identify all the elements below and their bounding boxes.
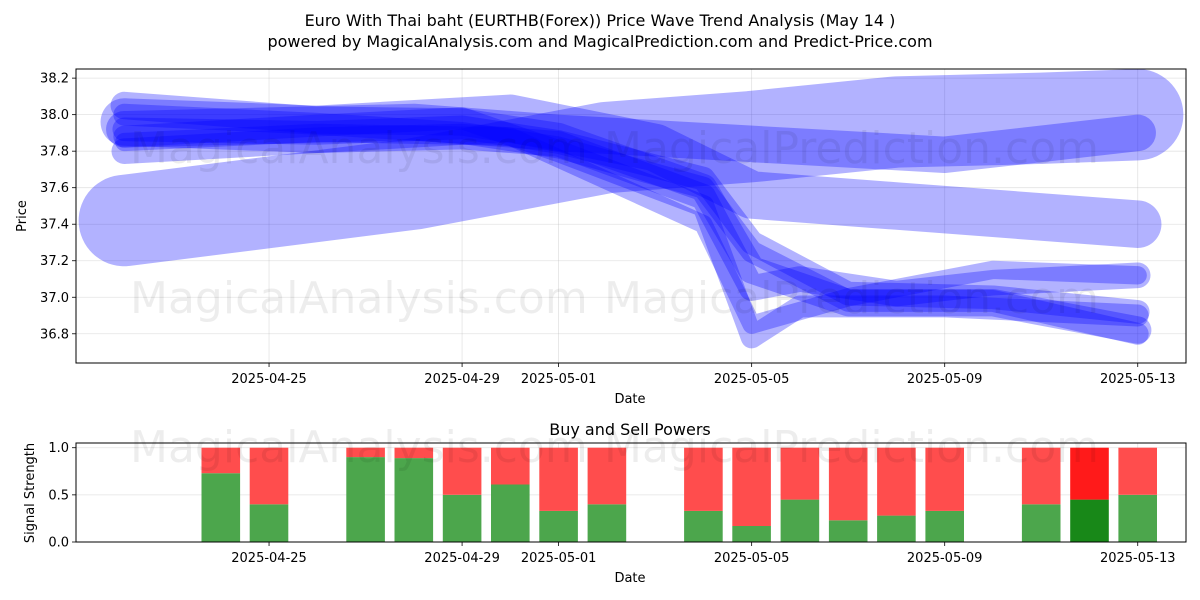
price-y-tick-label: 37.0 xyxy=(40,291,69,306)
wave-band xyxy=(112,115,1150,324)
price-y-tick-label: 37.6 xyxy=(40,181,69,196)
buy-bar xyxy=(394,458,434,542)
price-ticks: 36.8 37.0 37.2 37.4 37.6 37.8 38.0 38.2 2025-04-… xyxy=(40,72,1175,387)
power-x-tick-label: 2025-04-29 xyxy=(424,551,500,566)
price-panel: MagicalAnalysis.com MagicalPrediction.co… xyxy=(15,68,1187,407)
power-x-tick-label: 2025-04-25 xyxy=(231,551,307,566)
watermark-analysis: MagicalAnalysis.com xyxy=(130,422,588,473)
sell-bar xyxy=(346,447,385,458)
sell-bar xyxy=(1118,447,1157,495)
price-x-tick-label: 2025-05-09 xyxy=(907,372,983,387)
power-watermarks: MagicalAnalysis.com MagicalPrediction.co… xyxy=(130,422,1099,473)
chart-subtitle: powered by MagicalAnalysis.com and Magic… xyxy=(267,32,932,51)
wave-band xyxy=(115,123,1147,334)
price-y-tick-label: 37.2 xyxy=(40,254,69,269)
wave-band xyxy=(113,107,1149,349)
sell-bar xyxy=(925,447,964,511)
sell-bar xyxy=(732,447,771,526)
buy-bar xyxy=(346,457,385,542)
buy-bar xyxy=(442,494,482,542)
buy-bar xyxy=(539,510,578,542)
watermark-analysis: MagicalAnalysis.com xyxy=(130,273,588,324)
price-x-tick-label: 2025-05-13 xyxy=(1100,372,1176,387)
price-y-label: Price xyxy=(15,200,30,232)
sell-bar xyxy=(1021,447,1061,505)
price-grid xyxy=(76,69,1186,363)
sell-bar xyxy=(491,447,530,485)
buy-bar xyxy=(684,510,723,542)
price-x-tick-label: 2025-05-05 xyxy=(714,372,790,387)
power-y-tick-label: 1.0 xyxy=(48,441,69,456)
power-ticks: 0.0 0.5 1.0 2025-04-25 2025-04-29 2025-05-01 2… xyxy=(48,441,1175,566)
buy-bar xyxy=(780,499,820,542)
sell-bar xyxy=(249,447,289,505)
sell-bar xyxy=(780,447,820,500)
power-y-tick-label: 0.0 xyxy=(48,536,69,551)
watermark-prediction: MagicalPrediction.com xyxy=(604,273,1099,324)
price-x-label: Date xyxy=(614,392,645,407)
buy-bar xyxy=(828,520,868,542)
power-x-tick-label: 2025-05-09 xyxy=(907,551,983,566)
wave-band xyxy=(106,103,1156,174)
wave-band xyxy=(110,91,1152,344)
power-bars xyxy=(201,447,1157,542)
buy-bar xyxy=(877,515,916,542)
price-y-tick-label: 38.0 xyxy=(40,108,69,123)
buy-bar xyxy=(1070,499,1109,542)
chart-title: Euro With Thai baht (EURTHB(Forex)) Pric… xyxy=(305,11,896,30)
sell-bar xyxy=(828,447,868,521)
buy-bar xyxy=(587,504,627,542)
price-x-tick-label: 2025-04-25 xyxy=(231,372,307,387)
sell-bar xyxy=(539,447,578,511)
power-x-tick-label: 2025-05-13 xyxy=(1100,551,1176,566)
sell-bar xyxy=(201,447,241,474)
buy-bar xyxy=(925,510,964,542)
power-title: Buy and Sell Powers xyxy=(549,420,711,439)
power-x-label: Date xyxy=(614,571,645,586)
sell-bar xyxy=(684,447,723,511)
sell-bar xyxy=(442,447,482,495)
price-watermarks: MagicalAnalysis.com MagicalPrediction.co… xyxy=(130,123,1099,324)
power-panel: Buy and Sell Powers MagicalAnalysis.com … xyxy=(23,420,1187,586)
wave-band xyxy=(78,69,1184,267)
buy-bar xyxy=(1118,494,1157,542)
wave-band xyxy=(111,123,1151,307)
sell-bar xyxy=(394,447,434,459)
sell-bar xyxy=(877,447,916,516)
sell-bar xyxy=(1070,447,1109,500)
power-x-tick-label: 2025-05-05 xyxy=(714,551,790,566)
buy-bar xyxy=(201,473,241,542)
price-axes-frame xyxy=(75,68,1187,364)
buy-bar xyxy=(249,504,289,542)
price-y-tick-label: 38.2 xyxy=(40,72,69,87)
watermark-analysis: MagicalAnalysis.com xyxy=(130,123,588,174)
wave-band xyxy=(113,103,1149,345)
wave-band xyxy=(100,94,1162,248)
power-axes-frame xyxy=(75,442,1187,543)
price-x-tick-label: 2025-05-01 xyxy=(521,372,597,387)
buy-bar xyxy=(732,526,771,542)
wave-bands xyxy=(78,69,1184,349)
watermark-prediction: MagicalPrediction.com xyxy=(604,422,1099,473)
price-x-tick-label: 2025-04-29 xyxy=(424,372,500,387)
buy-bar xyxy=(1021,504,1061,542)
sell-bar xyxy=(587,447,627,505)
buy-bar xyxy=(491,484,530,542)
price-y-tick-label: 37.8 xyxy=(40,145,69,160)
power-y-tick-label: 0.5 xyxy=(48,488,69,503)
power-y-label: Signal Strength xyxy=(23,443,38,543)
power-x-tick-label: 2025-05-01 xyxy=(521,551,597,566)
price-y-tick-label: 37.4 xyxy=(40,218,69,233)
watermark-prediction: MagicalPrediction.com xyxy=(604,123,1099,174)
price-y-tick-label: 36.8 xyxy=(40,327,69,342)
